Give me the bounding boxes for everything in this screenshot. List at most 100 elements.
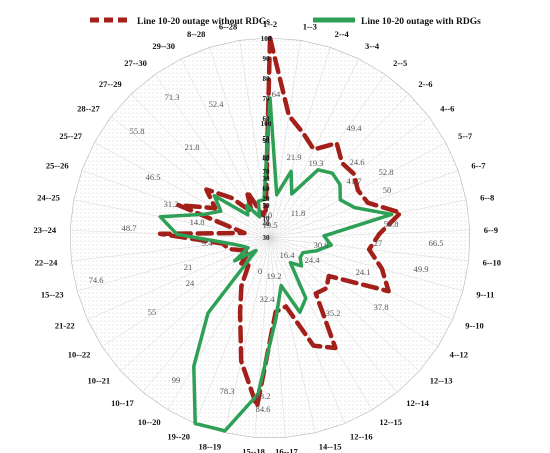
spoke	[269, 237, 463, 292]
spoke	[269, 237, 286, 438]
data-label: 48.7	[122, 223, 137, 233]
tick-label: 20	[263, 195, 271, 203]
spoke	[110, 116, 271, 239]
legend: Line 10-20 outage without RDGs Line 10-2…	[90, 17, 481, 27]
category-label: 19--20	[167, 432, 190, 442]
tick-label: 30	[263, 175, 271, 183]
category-label: 21-22	[55, 321, 75, 331]
data-label: 24	[186, 278, 195, 288]
data-label: 50	[263, 202, 271, 210]
category-label: 22--24	[35, 258, 58, 268]
category-label: 3--4	[365, 41, 380, 51]
category-label: 8--28	[187, 29, 205, 39]
data-label: 27	[374, 238, 383, 248]
data-label: 16.4	[280, 250, 296, 260]
spoke	[269, 230, 470, 239]
spoke	[181, 58, 271, 239]
data-label: 10	[264, 210, 273, 220]
legend-label-without-rdgs: Line 10-20 outage without RDGs	[137, 17, 270, 27]
series-layer	[157, 35, 403, 433]
tick-label: 100	[261, 35, 272, 43]
category-label: 4--6	[440, 103, 454, 113]
category-labels: 1--2 1--3 2--4 3--4 2--5 2--6 4--6 5--7 6--7 6--8…	[34, 19, 501, 453]
data-label: 84.6	[256, 404, 271, 414]
tick-label: 50	[263, 135, 271, 143]
spoke	[269, 116, 430, 239]
category-label: 5--7	[458, 131, 473, 141]
data-label: 55.8	[130, 126, 145, 136]
spoke	[269, 237, 453, 321]
category-label: 18--19	[199, 441, 222, 451]
category-label: 10--22	[68, 349, 91, 359]
spoke	[224, 237, 271, 433]
category-label: 1--2	[263, 19, 277, 29]
data-label: 24.1	[356, 267, 371, 277]
tick-label: 90	[263, 55, 271, 63]
data-label: 64	[272, 89, 281, 99]
category-label: 14--15	[319, 441, 342, 451]
data-label: 24.4	[305, 255, 321, 265]
category-label: 6--7	[471, 161, 486, 171]
spoke	[269, 237, 316, 433]
data-label: 0	[258, 266, 262, 276]
category-label: 1--3	[303, 22, 317, 32]
series-line-with-rdgs	[158, 96, 394, 433]
data-label: 24.6	[350, 157, 365, 167]
data-label: 32.4	[260, 294, 276, 304]
category-label: 9--10	[465, 321, 483, 331]
category-label: 6--8	[480, 192, 494, 202]
spoke	[269, 93, 409, 239]
spoke	[269, 74, 386, 239]
tick-labels: 10 20 30 40 50 60 70 80 90 100	[261, 35, 272, 223]
data-label: 19.2	[267, 271, 282, 281]
category-label: 12--16	[350, 432, 373, 442]
data-label: 9.4	[202, 238, 213, 248]
data-label: 74.6	[89, 275, 104, 285]
category-label: 12--13	[430, 375, 453, 385]
data-label: 31.2	[164, 199, 179, 209]
category-label: 27--30	[124, 58, 147, 68]
data-label: 100	[261, 120, 272, 128]
category-label: 9--11	[476, 290, 494, 300]
data-label: 30.8	[314, 240, 329, 250]
data-label: 99	[172, 375, 181, 385]
category-label: 29--30	[152, 41, 175, 51]
category-label: 28--27	[77, 103, 100, 113]
data-label: 19.3	[309, 158, 324, 168]
data-label: 66.5	[429, 238, 444, 248]
category-label: 12--15	[379, 417, 402, 427]
category-label: 24--25	[37, 192, 60, 202]
data-label: 70	[263, 168, 271, 176]
data-label: 49.9	[414, 264, 429, 274]
data-label: 80	[263, 154, 271, 162]
spoke	[269, 47, 331, 239]
category-label: 6--9	[484, 225, 498, 235]
category-label: 15--23	[41, 290, 64, 300]
data-label: 52.4	[209, 99, 225, 109]
spoke	[71, 237, 271, 262]
data-label: 21	[184, 262, 193, 272]
category-label: 15--18	[242, 446, 265, 453]
category-label: 23--24	[34, 225, 57, 235]
legend-label-with-rdgs: Line 10-20 outage with RDGs	[361, 17, 481, 27]
category-label: 2--6	[418, 79, 432, 89]
spoke	[81, 170, 271, 239]
data-label: 11.8	[291, 208, 306, 218]
data-label: 55	[148, 307, 157, 317]
category-label: 12--14	[406, 398, 429, 408]
spoke	[94, 142, 271, 239]
data-label: 90	[263, 137, 271, 145]
data-label: 46.5	[146, 172, 161, 182]
tick-label: 60	[263, 115, 271, 123]
data-label: 41.7	[347, 176, 362, 186]
data-label: 19.5	[263, 220, 278, 230]
data-label: 63.2	[256, 391, 271, 401]
spoke	[269, 237, 346, 424]
spoke	[269, 58, 359, 239]
spoke	[194, 237, 271, 424]
data-label: 52.8	[379, 167, 394, 177]
spoke	[269, 237, 373, 411]
data-labels: 100908070605040306421.919.349.424.641.75…	[89, 89, 444, 414]
category-label: 6--28	[219, 22, 237, 32]
